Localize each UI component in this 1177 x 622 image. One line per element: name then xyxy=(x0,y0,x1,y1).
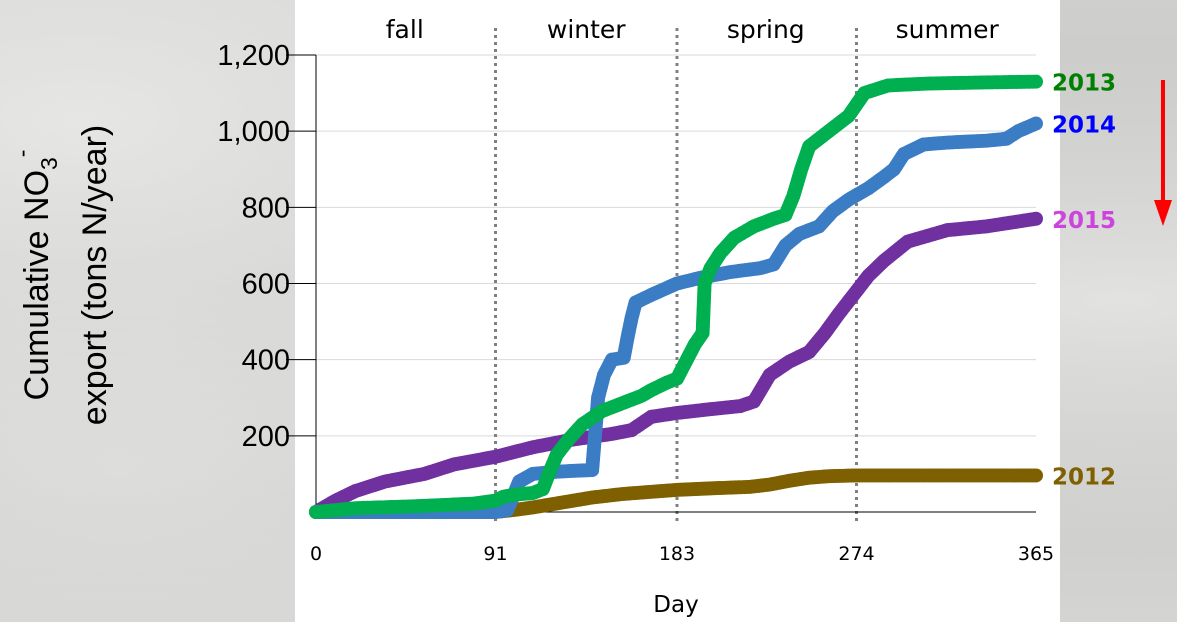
y-tick-label: 800 xyxy=(242,192,290,224)
series-2015 xyxy=(309,211,1043,519)
y-tick-label: 1,000 xyxy=(217,116,290,148)
season-label-spring: spring xyxy=(727,15,805,44)
y-axis-label-line1: Cumulative NO xyxy=(18,170,56,401)
y-tick-label: 200 xyxy=(242,421,290,453)
series-label-2015: 2015 xyxy=(1052,208,1116,234)
x-tick-label: 183 xyxy=(659,543,695,565)
series-label-2013: 2013 xyxy=(1052,71,1116,97)
season-label-summer: summer xyxy=(896,15,1000,44)
data-point xyxy=(1029,74,1043,89)
season-labels: fall winter spring summer xyxy=(386,15,1000,44)
data-point xyxy=(1029,116,1043,131)
series-2014 xyxy=(309,116,1043,519)
y-tick-label: 600 xyxy=(242,269,290,301)
x-tick-label: 365 xyxy=(1018,543,1054,565)
arrow-head xyxy=(1154,200,1172,226)
svg-text:Cumulative NO3-: Cumulative NO3- xyxy=(9,150,62,401)
down-arrow-icon xyxy=(1154,80,1172,226)
x-tick-labels: 0 91 183 274 365 xyxy=(310,543,1054,565)
y-tick-labels: 200 400 600 800 1,000 1,200 xyxy=(217,40,316,453)
season-label-winter: winter xyxy=(547,15,626,44)
x-tick-label: 91 xyxy=(483,543,507,565)
season-dividers xyxy=(494,28,858,522)
y-axis-label-line2: export (tons N/year) xyxy=(76,125,114,425)
data-point xyxy=(1029,468,1043,483)
series-label-2012: 2012 xyxy=(1052,464,1116,490)
x-axis-label: Day xyxy=(653,592,698,618)
y-tick-label: 1,200 xyxy=(217,40,290,72)
season-label-fall: fall xyxy=(386,15,424,44)
y-tick-label: 400 xyxy=(242,345,290,377)
y-axis-label: Cumulative NO3- export (tons N/year) xyxy=(9,125,114,425)
x-tick-label: 274 xyxy=(838,543,874,565)
series-2013 xyxy=(309,74,1043,519)
data-point xyxy=(1029,211,1043,226)
x-tick-label: 0 xyxy=(310,543,322,565)
y-axis-label-superscript: - xyxy=(9,150,35,158)
series-label-2014: 2014 xyxy=(1052,113,1116,139)
series-labels: 2012 2015 2014 2013 xyxy=(1052,71,1116,491)
series-layer xyxy=(309,74,1043,519)
y-axis-label-subscript: 3 xyxy=(36,157,62,170)
